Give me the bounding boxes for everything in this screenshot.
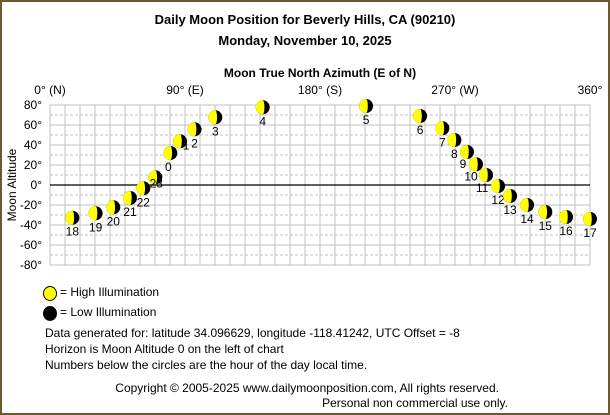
hour-label: 20 xyxy=(107,214,121,228)
y-tick-label: 0° xyxy=(31,178,43,192)
hour-label: 5 xyxy=(363,113,370,127)
x-tick-label: 180° (S) xyxy=(298,83,342,97)
moon-marker-lit xyxy=(122,191,132,205)
x-tick-label: 360° xyxy=(578,83,603,97)
moon-marker-lit xyxy=(136,181,146,196)
moon-marker-lit xyxy=(559,210,568,224)
hour-label: 16 xyxy=(559,224,573,238)
copyright: Copyright © 2005-2025 www.dailymoonposit… xyxy=(115,381,499,395)
hour-label: 7 xyxy=(439,135,446,149)
hour-label: 18 xyxy=(66,225,80,239)
hour-label: 23 xyxy=(150,176,164,190)
moon-marker-lit xyxy=(460,145,469,159)
y-tick-label: -80° xyxy=(20,258,42,272)
y-axis-label: Moon Altitude xyxy=(5,148,19,221)
hour-label: 17 xyxy=(583,226,597,240)
x-tick-label: 270° (W) xyxy=(431,83,478,97)
hour-label: 14 xyxy=(520,212,534,226)
note-location: Data generated for: latitude 34.096629, … xyxy=(45,326,460,340)
note-horizon: Horizon is Moon Altitude 0 on the left o… xyxy=(45,342,284,356)
hour-label: 19 xyxy=(89,220,103,234)
page-subtitle: Monday, November 10, 2025 xyxy=(218,33,392,48)
note-hours: Numbers below the circles are the hour o… xyxy=(45,358,368,372)
moon-marker-lit xyxy=(148,170,158,185)
hour-label: 10 xyxy=(464,169,478,183)
hour-label: 0 xyxy=(165,160,172,174)
y-tick-label: 60° xyxy=(24,118,42,132)
y-tick-label: 40° xyxy=(24,138,42,152)
y-tick-label: 20° xyxy=(24,158,42,172)
page-title: Daily Moon Position for Beverly Hills, C… xyxy=(154,12,456,27)
x-tick-label: 90° (E) xyxy=(166,83,203,97)
hour-label: 8 xyxy=(451,147,458,161)
hour-label: 12 xyxy=(491,193,505,207)
moon-marker-lit xyxy=(538,205,548,219)
low-illumination-icon xyxy=(43,306,57,321)
moon-marker-lit xyxy=(447,133,457,147)
hour-label: 11 xyxy=(476,181,489,195)
hour-label: 6 xyxy=(417,123,424,137)
chart-title: Moon True North Azimuth (E of N) xyxy=(223,66,417,80)
moon-marker-lit xyxy=(520,198,529,212)
hour-label: 21 xyxy=(123,205,137,219)
y-tick-label: 80° xyxy=(24,98,42,112)
moon-marker-lit xyxy=(65,210,75,225)
moon-marker-lit xyxy=(469,157,478,172)
moon-marker-lit xyxy=(106,200,116,215)
moon-marker-lit xyxy=(163,146,173,160)
hour-label: 15 xyxy=(539,219,553,233)
hour-label: 1 xyxy=(183,138,190,152)
legend-low-label: = Low Illumination xyxy=(60,305,157,319)
moon-marker-lit xyxy=(173,134,182,149)
hour-label: 2 xyxy=(191,136,198,150)
license: Personal non commercial use only. xyxy=(322,396,508,410)
y-tick-label: -60° xyxy=(20,238,42,252)
moon-marker-lit xyxy=(479,168,488,182)
moon-marker-lit xyxy=(583,212,592,226)
moon-marker-lit xyxy=(187,122,197,137)
high-illumination-icon xyxy=(43,286,57,301)
legend-high-label: = High Illumination xyxy=(60,285,160,299)
moon-marker-lit xyxy=(503,189,512,203)
moon-marker-lit xyxy=(208,110,218,125)
hour-label: 13 xyxy=(503,203,517,217)
moon-marker-lit xyxy=(491,179,500,193)
y-tick-label: -40° xyxy=(20,218,42,232)
hour-label: 4 xyxy=(259,114,266,128)
y-tick-label: -20° xyxy=(20,198,42,212)
moon-marker-lit xyxy=(255,100,265,115)
x-tick-label: 0° (N) xyxy=(34,83,65,97)
moon-marker-lit xyxy=(413,109,422,123)
hour-label: 3 xyxy=(212,124,219,138)
moon-marker-lit xyxy=(88,206,98,221)
moon-marker-lit xyxy=(359,99,368,113)
hour-label: 22 xyxy=(137,195,151,209)
moon-marker-lit xyxy=(435,121,445,136)
hour-label: 9 xyxy=(460,157,467,171)
